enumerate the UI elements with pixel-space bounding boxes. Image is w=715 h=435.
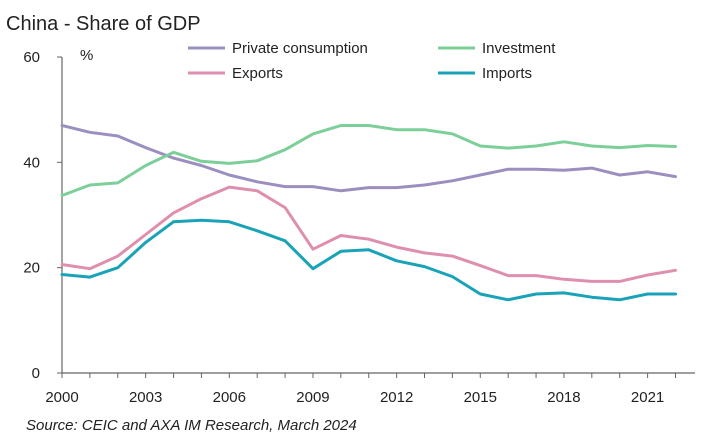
legend: Private consumption Investment Exports Impo… (188, 40, 556, 82)
series-line (60, 124, 677, 197)
x-tick-labels: 2000 2003 2006 2009 2012 2015 2018 2021 (45, 373, 676, 406)
x-tick-label: 2003 (129, 389, 162, 406)
axes (61, 57, 695, 374)
x-tick-label: 2018 (547, 389, 580, 406)
legend-label: Exports (232, 65, 283, 82)
y-axis-unit-label: % (80, 47, 93, 64)
source-note: Source: CEIC and AXA IM Research, March … (26, 417, 357, 434)
y-tick-labels: 0 20 40 60 (23, 49, 62, 382)
x-tick-label: 2012 (380, 389, 413, 406)
x-tick-label: 2006 (213, 389, 246, 406)
x-tick-label: 2000 (45, 389, 78, 406)
chart-title: China - Share of GDP (6, 13, 201, 35)
y-tick-label: 20 (23, 260, 40, 277)
legend-label: Investment (482, 40, 556, 57)
legend-label: Private consumption (232, 40, 368, 57)
y-tick-label: 0 (32, 365, 40, 382)
series-line (60, 185, 677, 283)
x-tick-label: 2015 (464, 389, 497, 406)
y-tick-label: 40 (23, 154, 40, 171)
series-lines (60, 124, 677, 302)
x-tick-label: 2009 (296, 389, 329, 406)
legend-label: Imports (482, 65, 532, 82)
series-line (60, 218, 677, 302)
y-tick-label: 60 (23, 49, 40, 66)
x-tick-label: 2021 (631, 389, 664, 406)
series-line (60, 124, 677, 193)
